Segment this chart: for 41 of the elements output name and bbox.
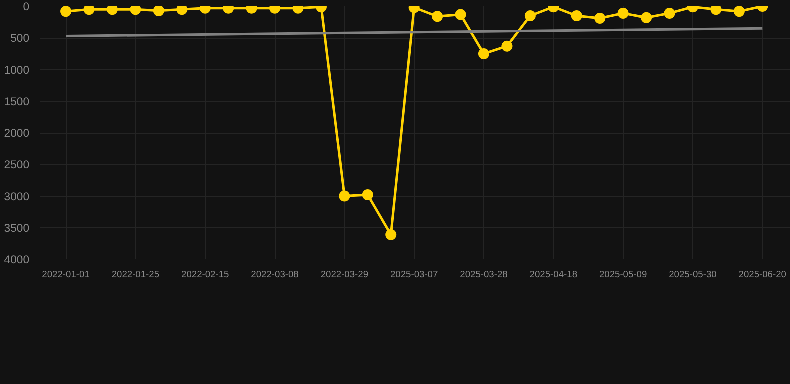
point [339,190,350,202]
point [478,48,490,60]
point [734,6,745,18]
point [386,229,397,240]
x-tick-label: 2022-01-25 [112,270,160,280]
point [60,6,72,18]
y-tick-label: 1500 [4,96,30,108]
point [362,189,374,200]
y-tick-label: 2000 [4,128,30,140]
x-tick-label: 2025-03-07 [390,270,438,280]
point [455,9,466,20]
point [641,12,652,24]
y-tick-label: 0 [23,2,30,14]
x-tick-label: 2022-01-01 [42,270,90,280]
point [106,6,118,16]
point [502,40,513,52]
y-tick-label: 4000 [4,254,30,266]
point [153,6,164,16]
point [710,6,722,16]
y-tick-label: 3000 [4,191,30,204]
point [594,13,606,24]
y-tick-label: 2500 [4,160,30,172]
x-tick-label: 2022-02-15 [182,270,230,280]
point [664,8,676,19]
x-tick-label: 2025-05-30 [669,270,717,280]
y-tick-label: 500 [10,33,30,46]
x-tick-label: 2022-03-08 [251,270,299,280]
x-tick-label: 2025-05-09 [599,270,648,280]
x-tick-label: 2025-06-20 [738,270,786,280]
x-tick-label: 2025-03-28 [460,270,508,280]
point [524,10,536,22]
y-tick-label: 3500 [4,222,30,235]
point [571,10,582,22]
x-tick-label: 2025-04-18 [530,270,578,280]
point [618,8,629,19]
x-tick-label: 2022-03-29 [320,270,369,280]
point [130,6,142,16]
y-tick-label: 1000 [4,64,30,77]
point [432,11,444,22]
point [84,6,95,16]
point [176,6,188,16]
